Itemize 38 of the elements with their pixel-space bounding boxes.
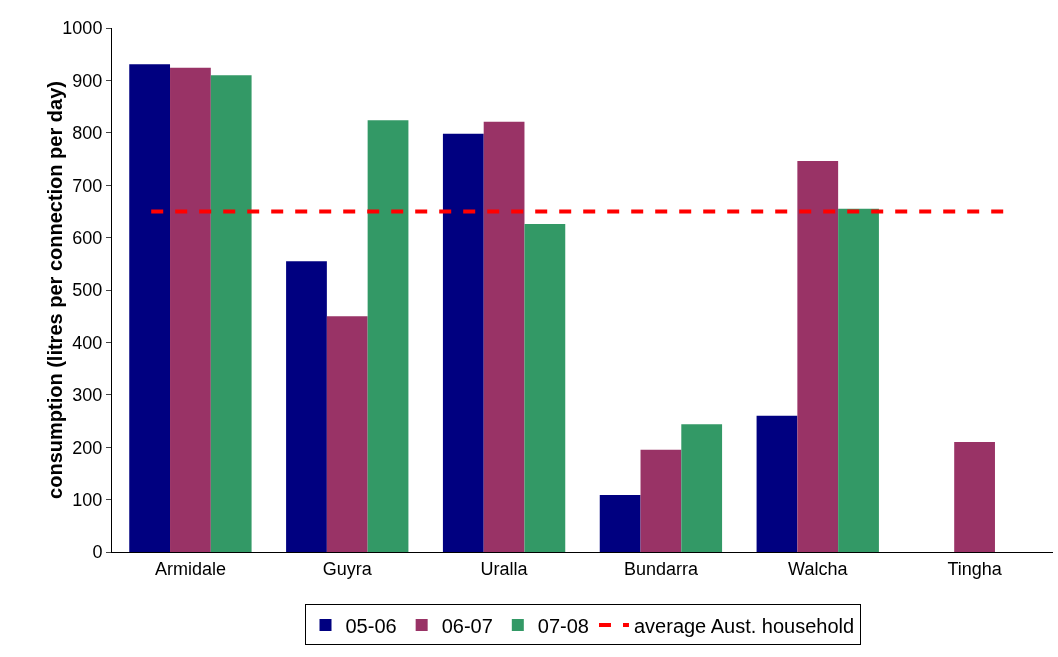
y-axis-title: consumption (litres per connection per day) xyxy=(44,81,66,499)
y-tick-label: 300 xyxy=(72,385,103,406)
y-tick-label: 400 xyxy=(72,332,103,353)
bar xyxy=(129,64,171,552)
y-tick-label: 100 xyxy=(72,489,103,510)
y-tick-label: 0 xyxy=(92,542,103,563)
bar xyxy=(367,120,409,552)
y-tick-label: 800 xyxy=(72,123,103,144)
y-tick-label: 500 xyxy=(72,280,103,301)
y-tick-label: 200 xyxy=(72,437,103,458)
y-tick-label: 700 xyxy=(72,175,103,196)
bar xyxy=(210,75,252,552)
x-tick-label: Tingha xyxy=(947,558,1003,579)
y-tick-label: 900 xyxy=(72,70,103,91)
x-tick-label: Armidale xyxy=(154,558,226,579)
legend-label: average Aust. household xyxy=(633,614,855,637)
bar xyxy=(442,133,484,552)
bar xyxy=(640,449,682,552)
legend-label: 07-08 xyxy=(537,614,589,637)
x-tick-label: Guyra xyxy=(322,558,373,579)
bar xyxy=(326,316,368,552)
legend-label: 05-06 xyxy=(345,614,397,637)
legend-label: 06-07 xyxy=(441,614,493,637)
bar xyxy=(599,494,641,552)
bar xyxy=(286,261,327,552)
bar xyxy=(524,223,566,552)
bar xyxy=(483,121,525,552)
y-tick-label: 600 xyxy=(72,227,103,248)
bar xyxy=(838,208,879,552)
x-tick-label: Bundarra xyxy=(623,558,699,579)
x-tick-label: Walcha xyxy=(788,558,849,579)
bar xyxy=(681,424,723,552)
bar xyxy=(954,441,995,552)
bar xyxy=(756,415,798,552)
y-tick-label: 1000 xyxy=(62,18,103,39)
bar xyxy=(797,161,839,552)
bar xyxy=(170,67,211,552)
x-tick-label: Uralla xyxy=(480,558,529,579)
